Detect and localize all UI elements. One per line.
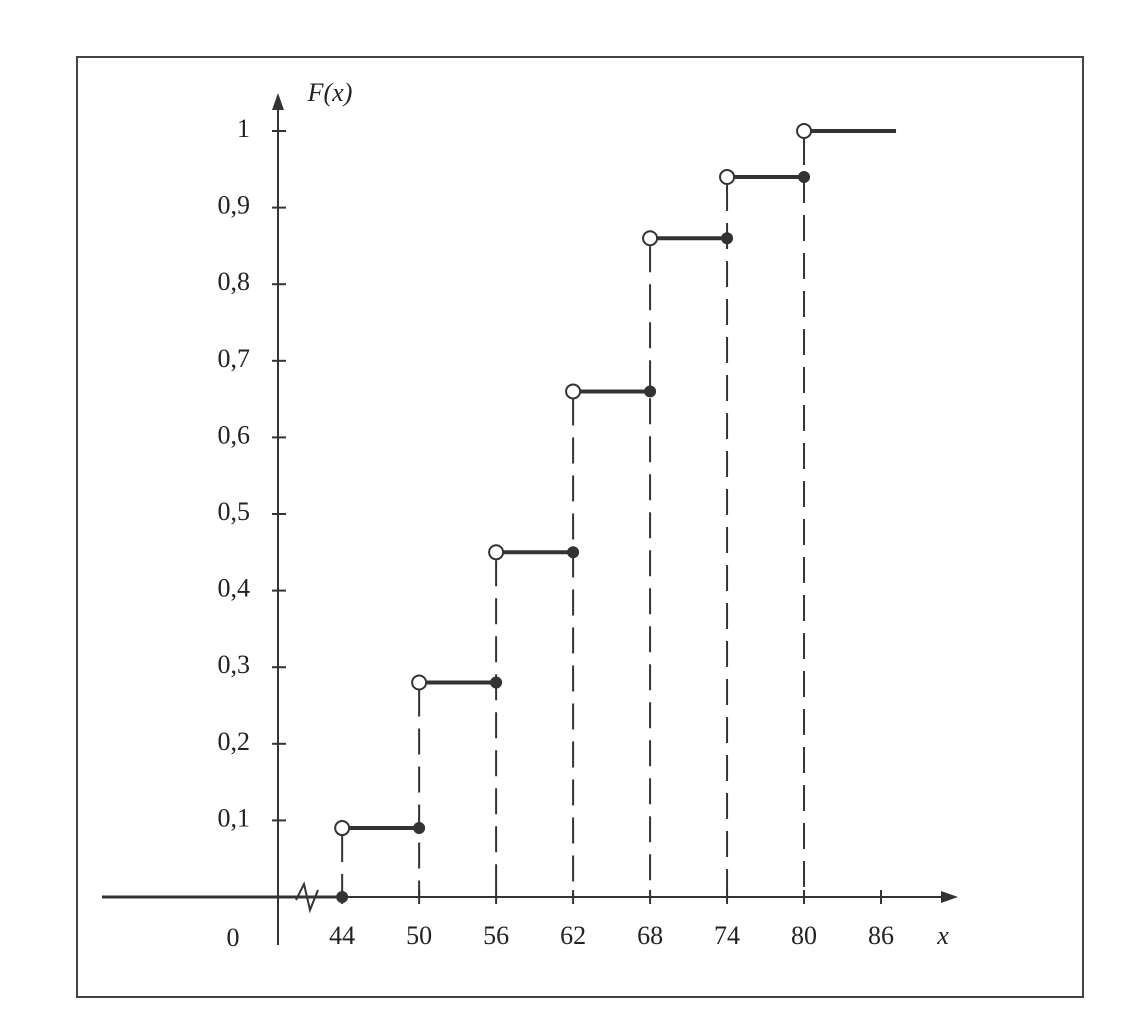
open-dot <box>334 820 351 837</box>
y-tick-label: 0,1 <box>218 803 251 832</box>
y-tick-label: 1 <box>237 114 250 143</box>
y-tick-label: 0,8 <box>218 267 251 296</box>
x-axis-label: x <box>936 921 949 950</box>
open-dot <box>565 383 582 400</box>
y-arrow <box>272 93 284 110</box>
y-tick-label: 0,5 <box>218 497 251 526</box>
x-tick-label: 86 <box>868 921 894 950</box>
y-tick-label: 0,7 <box>218 344 251 373</box>
y-tick-label: 0,6 <box>218 420 251 449</box>
x-arrow <box>941 891 958 903</box>
filled-dot <box>644 385 657 398</box>
filled-dot <box>798 170 811 183</box>
x-tick-label: 44 <box>329 921 355 950</box>
y-tick-label: 0,9 <box>218 191 251 220</box>
x-tick-label: 62 <box>560 921 586 950</box>
open-dot <box>642 230 659 247</box>
open-dot <box>488 544 505 561</box>
open-dot <box>796 123 813 139</box>
x-tick-label: 50 <box>406 921 432 950</box>
y-axis-label: F(x) <box>307 78 353 107</box>
x-tick-label: 74 <box>714 921 740 950</box>
frame <box>76 56 1084 998</box>
origin-label: 0 <box>227 923 240 952</box>
open-dot <box>411 674 428 691</box>
x-tick-label: 56 <box>483 921 509 950</box>
x-tick-label: 68 <box>637 921 663 950</box>
y-tick-label: 0,2 <box>218 727 251 756</box>
y-tick-label: 0,3 <box>218 650 251 679</box>
x-tick-label: 80 <box>791 921 817 950</box>
y-tick-label: 0,4 <box>218 574 251 603</box>
open-dot <box>719 168 736 185</box>
